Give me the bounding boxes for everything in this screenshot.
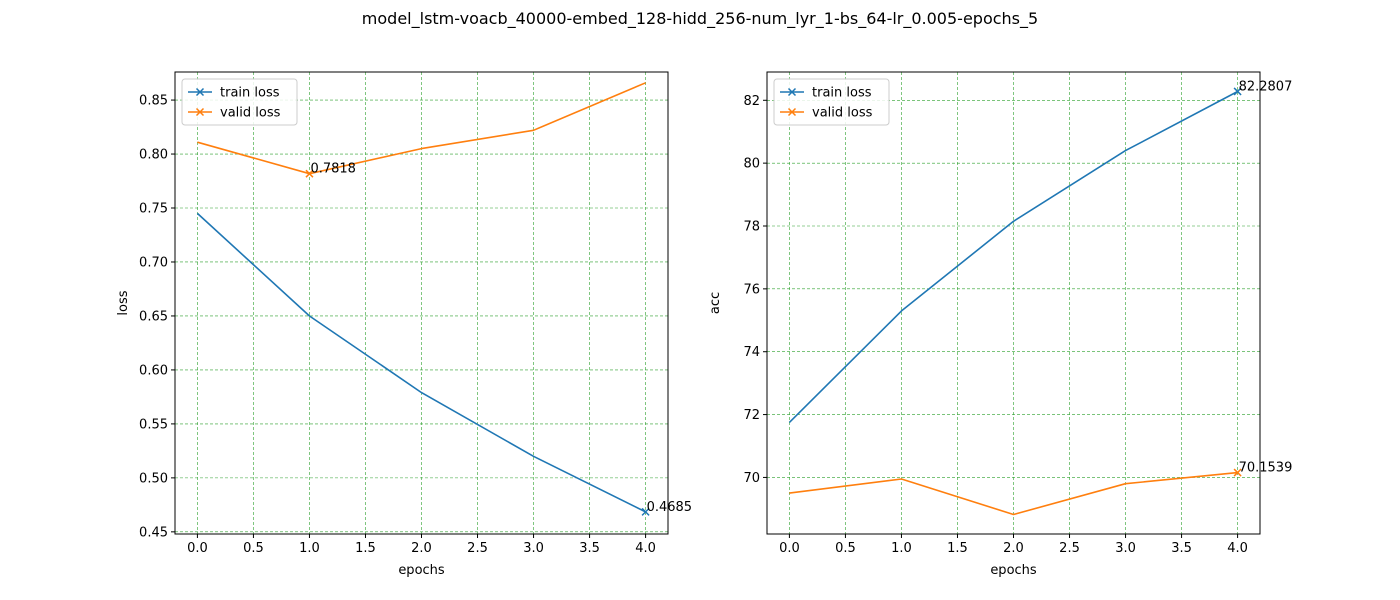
x-tick-label: 2.0 xyxy=(1003,541,1024,556)
data-label: 0.7818 xyxy=(310,162,356,177)
y-tick-label: 0.50 xyxy=(139,471,168,486)
legend-marker xyxy=(195,87,205,97)
data-label: 82.2807 xyxy=(1239,79,1293,94)
x-tick-label: 2.0 xyxy=(411,541,432,556)
legend-box xyxy=(773,78,890,126)
figure-title: model_lstm-voacb_40000-embed_128-hidd_25… xyxy=(361,9,1039,28)
legend-label: train loss xyxy=(812,86,872,101)
x-tick-label: 0.5 xyxy=(243,541,264,556)
y-tick-label: 82 xyxy=(743,94,760,109)
axes-frame xyxy=(174,71,669,535)
legend-label: valid loss xyxy=(220,106,281,121)
y-tick-label: 72 xyxy=(743,408,760,423)
y-tick-label: 78 xyxy=(743,220,760,235)
x-marker xyxy=(641,507,650,516)
legend-label: train loss xyxy=(220,86,280,101)
x-tick-label: 2.5 xyxy=(1059,541,1080,556)
y-tick-label: 0.70 xyxy=(139,255,168,270)
axes-frame xyxy=(766,71,1261,535)
x-tick-label: 0.0 xyxy=(187,541,208,556)
accuracy-chart-panel: 0.0 0.5 1.0 1.5 2.0 2.5 3.0 3.5 4.0 70 72 74 76 78 80 8… xyxy=(708,71,1293,578)
legend-marker xyxy=(787,87,797,97)
x-tick-label: 1.0 xyxy=(891,541,912,556)
legend-label: valid loss xyxy=(812,106,873,121)
x-tick-label: 3.5 xyxy=(579,541,600,556)
x-marker xyxy=(305,169,314,178)
x-tick-label: 4.0 xyxy=(1227,541,1248,556)
y-tick-label: 0.45 xyxy=(139,525,168,540)
y-tick-label: 76 xyxy=(743,282,760,297)
data-label: 70.1539 xyxy=(1239,461,1293,476)
x-tick-label: 3.0 xyxy=(1115,541,1136,556)
y-axis-label: acc xyxy=(708,292,723,314)
y-tick-label: 0.55 xyxy=(139,417,168,432)
x-tick-label: 3.5 xyxy=(1171,541,1192,556)
legend-marker xyxy=(787,107,797,117)
x-marker xyxy=(1233,468,1242,477)
x-tick-label: 0.5 xyxy=(835,541,856,556)
x-tick-label: 2.5 xyxy=(467,541,488,556)
y-tick-label: 0.60 xyxy=(139,363,168,378)
x-tick-label: 1.5 xyxy=(947,541,968,556)
y-tick-label: 0.65 xyxy=(139,309,168,324)
legend-box xyxy=(181,78,298,126)
data-label: 0.4685 xyxy=(647,500,693,515)
y-axis-label: loss xyxy=(116,290,131,315)
x-axis-label: epochs xyxy=(990,563,1037,578)
y-tick-label: 74 xyxy=(743,345,760,360)
y-tick-label: 70 xyxy=(743,471,760,486)
y-tick-label: 0.75 xyxy=(139,202,168,217)
series-line-2 xyxy=(789,471,1238,516)
y-tick-label: 80 xyxy=(743,157,760,172)
series-line-2 xyxy=(197,82,646,175)
loss-chart-panel: 0.0 0.5 1.0 1.5 2.0 2.5 3.0 3.5 4.0 0.45 0.50 0.55 0… xyxy=(116,71,693,578)
y-tick-label: 0.85 xyxy=(139,94,168,109)
x-tick-label: 0.0 xyxy=(779,541,800,556)
x-tick-label: 4.0 xyxy=(635,541,656,556)
legend-marker xyxy=(195,107,205,117)
series-line-1 xyxy=(788,90,1238,423)
x-tick-label: 1.0 xyxy=(299,541,320,556)
x-marker xyxy=(1233,87,1242,96)
x-tick-label: 1.5 xyxy=(355,541,376,556)
x-tick-label: 3.0 xyxy=(523,541,544,556)
y-tick-label: 0.80 xyxy=(139,148,168,163)
x-axis-label: epochs xyxy=(398,563,445,578)
